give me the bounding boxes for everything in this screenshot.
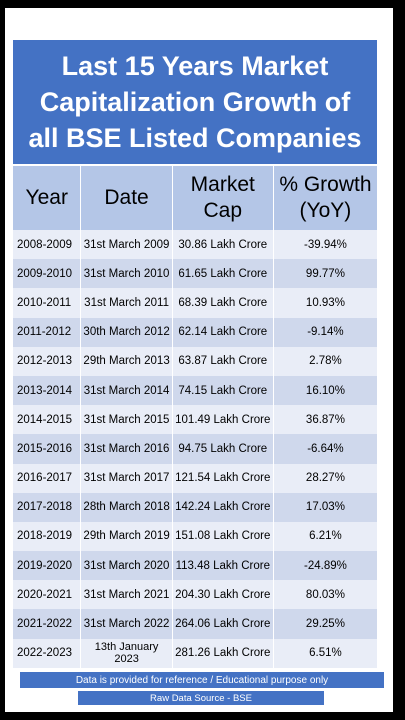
table-row: 2011-2012 30th March 2012 62.14 Lakh Crore… xyxy=(13,317,377,347)
header-growth: % Growth (YoY) xyxy=(274,166,377,230)
cell-market-cap: 63.87 Lakh Crore xyxy=(173,346,274,376)
cell-growth: -6.64% xyxy=(307,442,344,455)
cell-market-cap: 151.08 Lakh Crore xyxy=(173,521,274,552)
cell-market-cap: 62.14 Lakh Crore xyxy=(173,317,274,347)
table-row: 2012-2013 29th March 2013 63.87 Lakh Crore… xyxy=(13,346,377,376)
header-market-cap: Market Cap xyxy=(173,166,274,230)
cell-growth: 28.27% xyxy=(305,472,345,485)
table-row: 2008-2009 31st March 2009 30.86 Lakh Crore… xyxy=(13,230,377,260)
cell-growth: 99.77% xyxy=(305,267,345,280)
cell-growth: 6.21% xyxy=(309,530,342,543)
table-row: 2017-2018 28th March 2018 142.24 Lakh Cror… xyxy=(13,492,377,522)
cell-date: 13th January 2023 xyxy=(81,638,173,668)
cell-market-cap: 113.48 Lakh Crore xyxy=(173,551,274,581)
table-row: 2015-2016 31st March 2016 94.75 Lakh Crore… xyxy=(13,434,377,464)
cell-year: 2015-2016 xyxy=(13,434,82,464)
cell-year: 2019-2020 xyxy=(13,551,82,581)
header-market-cap-line2: Cap xyxy=(203,199,243,222)
cell-year: 2012-2013 xyxy=(13,346,82,376)
table-row: 2021-2022 31st March 2022 264.06 Lakh Cror… xyxy=(13,609,377,639)
market-cap-table: Year Date Market Cap % Growth (YoY) 2008-2… xyxy=(13,166,377,668)
cell-growth: 10.93% xyxy=(305,296,345,309)
cell-date: 31st March 2010 xyxy=(81,259,173,289)
cell-market-cap: 30.86 Lakh Crore xyxy=(173,230,274,260)
disclaimer-banner: Data is provided for reference / Educati… xyxy=(20,672,384,688)
cell-date: 29th March 2013 xyxy=(81,346,173,376)
cell-growth: -39.94% xyxy=(304,238,347,251)
cell-date: 31st March 2015 xyxy=(81,405,173,435)
table-row: 2013-2014 31st March 2014 74.15 Lakh Crore… xyxy=(13,375,377,406)
cell-date: 31st March 2020 xyxy=(81,551,173,581)
cell-growth: -9.14% xyxy=(307,326,344,339)
cell-growth: 17.03% xyxy=(305,501,345,514)
cell-market-cap: 101.49 Lakh Crore xyxy=(173,405,274,435)
cell-date: 31st March 2014 xyxy=(81,375,173,406)
header-growth-line1: % Growth xyxy=(279,173,372,196)
table-row: 2020-2021 31st March 2021 204.30 Lakh Cror… xyxy=(13,580,377,610)
cell-year: 2013-2014 xyxy=(13,375,82,406)
table-body: 2008-2009 31st March 2009 30.86 Lakh Crore… xyxy=(13,230,377,668)
header-growth-line2: (YoY) xyxy=(299,199,352,222)
table-row: 2009-2010 31st March 2010 61.65 Lakh Crore… xyxy=(13,259,377,289)
cell-date: 30th March 2012 xyxy=(81,317,173,347)
cell-year: 2014-2015 xyxy=(13,405,82,435)
cell-year: 2017-2018 xyxy=(13,492,82,522)
cell-date: 31st March 2017 xyxy=(81,463,173,493)
cell-growth: 16.10% xyxy=(305,384,345,397)
header-market-cap-line1: Market xyxy=(190,173,255,196)
cell-growth: 6.51% xyxy=(309,647,342,660)
cell-year: 2020-2021 xyxy=(13,580,82,610)
table-row: 2016-2017 31st March 2017 121.54 Lakh Cror… xyxy=(13,463,377,493)
cell-growth: 2.78% xyxy=(309,355,342,368)
cell-market-cap: 204.30 Lakh Crore xyxy=(173,580,274,610)
cell-year: 2022-2023 xyxy=(13,638,82,668)
cell-market-cap: 142.24 Lakh Crore xyxy=(173,492,274,522)
cell-growth: 36.87% xyxy=(305,413,345,426)
cell-date: 31st March 2021 xyxy=(81,580,173,610)
cell-date: 28th March 2018 xyxy=(81,492,173,522)
cell-market-cap: 264.06 Lakh Crore xyxy=(173,609,274,639)
header-year: Year xyxy=(13,166,82,230)
cell-market-cap: 68.39 Lakh Crore xyxy=(173,288,274,318)
cell-year: 2008-2009 xyxy=(13,230,82,260)
table-header: Year Date Market Cap % Growth (YoY) xyxy=(13,166,377,230)
title-line-1: Last 15 Years Market xyxy=(61,51,329,81)
cell-date: 31st March 2009 xyxy=(81,230,173,260)
header-date: Date xyxy=(81,166,173,230)
title-line-3: all BSE Listed Companies xyxy=(28,123,362,153)
page-title: Last 15 Years Market Capitalization Grow… xyxy=(13,40,377,164)
cell-growth: 80.03% xyxy=(305,588,345,601)
cell-market-cap: 281.26 Lakh Crore xyxy=(173,638,274,668)
table-row: 2014-2015 31st March 2015 101.49 Lakh Cror… xyxy=(13,405,377,435)
cell-year: 2021-2022 xyxy=(13,609,82,639)
cell-market-cap: 121.54 Lakh Crore xyxy=(173,463,274,493)
table-row: 2022-2023 13th January 2023 281.26 Lakh Cr… xyxy=(13,638,377,668)
table-row: 2019-2020 31st March 2020 113.48 Lakh Cror… xyxy=(13,551,377,581)
cell-market-cap: 61.65 Lakh Crore xyxy=(173,259,274,289)
cell-year: 2016-2017 xyxy=(13,463,82,493)
cell-growth: 29.25% xyxy=(305,618,345,631)
cell-year: 2018-2019 xyxy=(13,521,82,552)
cell-year: 2009-2010 xyxy=(13,259,82,289)
cell-date: 31st March 2011 xyxy=(81,288,173,318)
cell-market-cap: 74.15 Lakh Crore xyxy=(173,375,274,406)
cell-date: 31st March 2016 xyxy=(81,434,173,464)
cell-year: 2011-2012 xyxy=(13,317,82,347)
cell-year: 2010-2011 xyxy=(13,288,82,318)
source-banner: Raw Data Source - BSE xyxy=(78,691,324,705)
cell-market-cap: 94.75 Lakh Crore xyxy=(173,434,274,464)
cell-date: 31st March 2022 xyxy=(81,609,173,639)
table-row: 2018-2019 29th March 2019 151.08 Lakh Cror… xyxy=(13,521,377,552)
title-line-2: Capitalization Growth of xyxy=(39,87,351,117)
table-row: 2010-2011 31st March 2011 68.39 Lakh Crore… xyxy=(13,288,377,318)
cell-growth: -24.89% xyxy=(304,559,347,572)
cell-date: 29th March 2019 xyxy=(81,521,173,552)
